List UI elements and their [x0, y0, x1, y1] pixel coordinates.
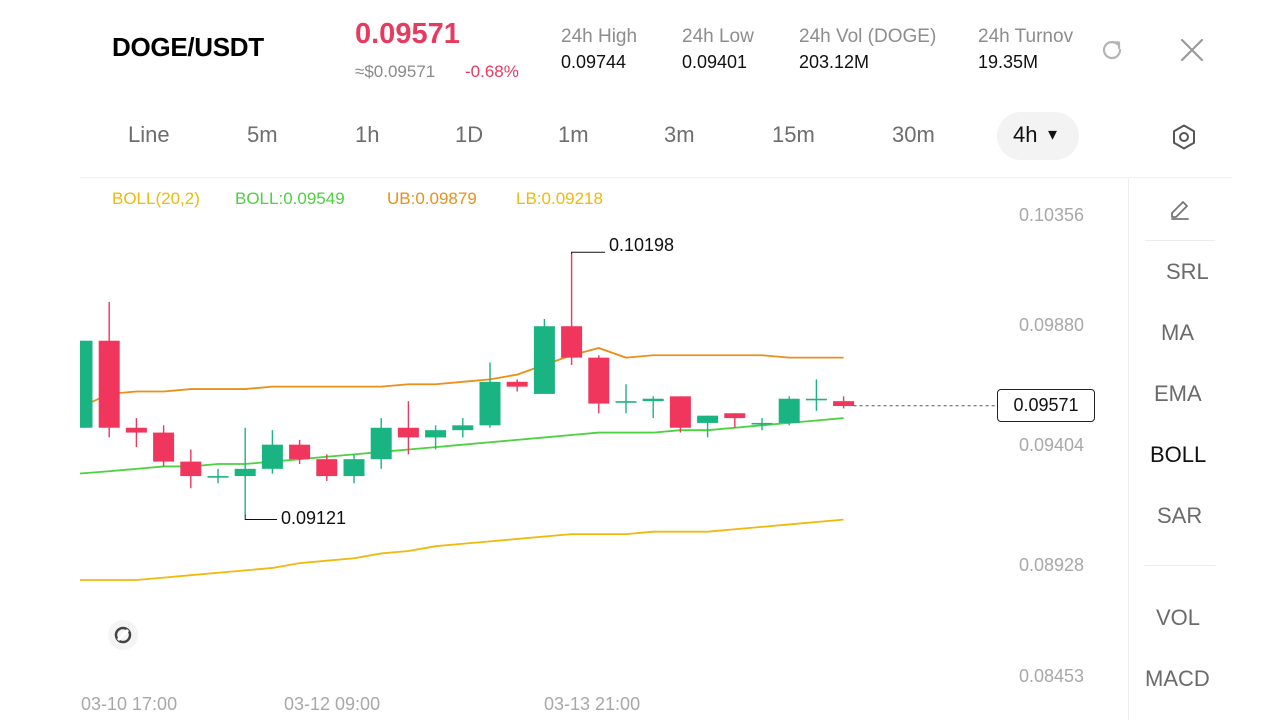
- stat-turnover: 24h Turnov 19.35M: [978, 26, 1088, 73]
- y-tick: 0.10356: [1019, 205, 1085, 225]
- stat-value: 0.09401: [682, 52, 748, 72]
- tab-4h-label[interactable]: 4h: [1013, 122, 1038, 147]
- candle-body: [805, 398, 827, 401]
- legend-boll-lower: LB:0.09218: [516, 189, 603, 208]
- candle-body: [615, 401, 637, 403]
- indicator-macd[interactable]: MACD: [1145, 666, 1210, 691]
- tab-4h-active[interactable]: [997, 112, 1079, 160]
- pair-title: DOGE/USDT: [112, 32, 264, 62]
- tab-5m[interactable]: 5m: [247, 122, 278, 147]
- candle-body: [207, 476, 229, 478]
- overlay-srl[interactable]: SRL: [1166, 259, 1209, 284]
- stat-label: 24h Low: [682, 26, 754, 47]
- tab-3m[interactable]: 3m: [664, 122, 695, 147]
- side-panel-divider: [1128, 178, 1129, 720]
- refresh-icon[interactable]: [1098, 36, 1126, 64]
- x-tick: 03-12 09:00: [284, 694, 381, 714]
- tab-line[interactable]: Line: [128, 122, 170, 147]
- stat-label: 24h High: [561, 26, 638, 47]
- tab-30m[interactable]: 30m: [892, 122, 935, 147]
- candle-body: [234, 468, 256, 477]
- overlay-boll[interactable]: BOLL: [1150, 442, 1207, 467]
- boll-mid-line: [80, 417, 844, 475]
- low-marker-leader: [244, 514, 277, 521]
- plot-area: [80, 254, 855, 581]
- pencil-icon[interactable]: [1166, 194, 1194, 222]
- legend-boll-mid: BOLL:0.09549: [235, 189, 345, 208]
- candle-body: [669, 396, 691, 428]
- candle-body: [180, 461, 202, 477]
- indicator-vol[interactable]: VOL: [1156, 605, 1201, 630]
- legend-boll-upper: UB:0.09879: [387, 189, 477, 208]
- high-annotation: 0.10198: [609, 235, 675, 255]
- candle-body: [370, 427, 392, 460]
- candle-body: [778, 398, 800, 423]
- toolbar-divider: [80, 177, 1232, 178]
- candle-body: [80, 340, 93, 428]
- x-tick: 03-13 21:00: [544, 694, 641, 714]
- stat-value: 0.09744: [561, 52, 627, 72]
- price-change: -0.68%: [465, 62, 519, 81]
- y-tick: 0.09404: [1019, 435, 1085, 455]
- exchange-logo-icon: [108, 620, 138, 650]
- stat-volume: 24h Vol (DOGE) 203.12M: [799, 26, 936, 73]
- low-annotation: 0.09121: [281, 508, 347, 528]
- overlay-ema[interactable]: EMA: [1154, 381, 1202, 406]
- stat-value: 203.12M: [799, 52, 870, 72]
- side-separator: [1145, 240, 1215, 241]
- candle-body: [751, 422, 773, 425]
- y-tick: 0.09880: [1019, 315, 1085, 335]
- last-price: 0.09571: [355, 18, 460, 50]
- stat-high: 24h High 0.09744: [561, 26, 637, 73]
- high-marker-leader: [571, 251, 605, 255]
- overlay-ma[interactable]: MA: [1161, 320, 1194, 345]
- overlay-sar[interactable]: SAR: [1157, 503, 1203, 528]
- settings-hexagon-icon[interactable]: [1170, 123, 1198, 151]
- candle-body: [561, 326, 583, 358]
- close-icon[interactable]: [1178, 36, 1206, 64]
- candle-body: [289, 444, 311, 460]
- x-tick: 03-10 17:00: [81, 694, 178, 714]
- candle-body: [533, 326, 555, 394]
- candle-body: [833, 401, 855, 406]
- candle-body: [261, 444, 283, 469]
- candle-body: [452, 425, 474, 431]
- candle-body: [316, 459, 338, 477]
- candle-body: [697, 415, 719, 423]
- tab-15m[interactable]: 15m: [772, 122, 815, 147]
- usd-price: ≈$0.09571: [355, 62, 436, 81]
- candle-body: [479, 381, 501, 426]
- y-tick: 0.08453: [1019, 666, 1085, 686]
- current-price-label: 0.09571: [997, 389, 1095, 422]
- boll-lower-line: [80, 518, 844, 581]
- candle-body: [98, 340, 120, 428]
- candle-body: [724, 413, 746, 419]
- boll-upper-line: [80, 347, 844, 409]
- stat-label: 24h Vol (DOGE): [799, 26, 937, 47]
- tab-1h[interactable]: 1h: [355, 122, 380, 147]
- candle-body: [588, 357, 610, 404]
- side-separator: [1145, 565, 1215, 566]
- stat-low: 24h Low 0.09401: [682, 26, 754, 73]
- candle-body: [343, 459, 365, 477]
- stat-label: 24h Turnov: [978, 26, 1074, 47]
- candle-body: [506, 381, 528, 387]
- tab-1m[interactable]: 1m: [558, 122, 589, 147]
- y-tick: 0.08928: [1019, 555, 1085, 575]
- tab-1d[interactable]: 1D: [455, 122, 484, 147]
- candle-body: [642, 398, 664, 402]
- candle-body: [153, 432, 175, 462]
- candle-body: [425, 430, 447, 438]
- candle-body: [397, 427, 419, 438]
- legend-boll-name: BOLL(20,2): [112, 189, 200, 208]
- stat-value: 19.35M: [978, 52, 1039, 72]
- candle-body: [125, 427, 147, 433]
- chevron-down-icon[interactable]: ▾: [1048, 124, 1058, 144]
